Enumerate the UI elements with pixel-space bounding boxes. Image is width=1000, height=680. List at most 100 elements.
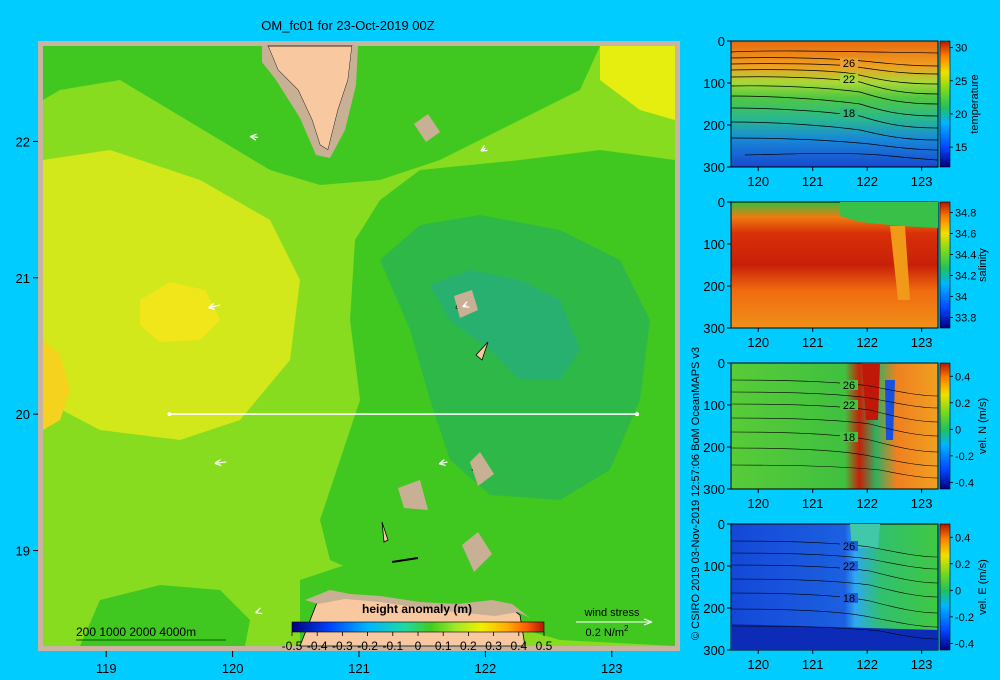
panel-y-tick-label: 0 bbox=[718, 517, 725, 532]
shelf-island-4 bbox=[398, 480, 428, 510]
panel-colorbar-tick-label: 33.8 bbox=[955, 313, 976, 325]
map-y-tick-label: 19 bbox=[16, 544, 30, 559]
colorbar-label: height anomaly (m) bbox=[362, 602, 472, 616]
wind-vector bbox=[214, 459, 227, 467]
panel-x-tick-label: 121 bbox=[802, 174, 824, 189]
colorbar-tick-label: -0.4 bbox=[307, 639, 328, 653]
vel-n-contour-3 bbox=[730, 403, 939, 423]
temperature-contour-11 bbox=[744, 153, 939, 161]
field-contour-northeast bbox=[600, 46, 675, 120]
panel-y-tick-label: 100 bbox=[703, 559, 725, 574]
vel-n-contour-5 bbox=[730, 431, 939, 453]
panel-colorbar-tick-label: 0.4 bbox=[955, 532, 970, 544]
vel-e-colorbar bbox=[939, 523, 951, 651]
panel-colorbar-tick-label: 34.4 bbox=[955, 250, 976, 262]
vel-e-contours bbox=[730, 540, 939, 640]
wind-vector bbox=[249, 133, 258, 141]
salinity-colorbar-label: salinity bbox=[977, 248, 989, 282]
panel-x-tick-label: 120 bbox=[747, 657, 769, 672]
vel-e-contour-7 bbox=[730, 625, 939, 640]
vel-e-colorbar-label: vel. E (m/s) bbox=[977, 559, 989, 615]
temperature-contour-6 bbox=[730, 85, 939, 105]
vel-e-contour-5 bbox=[730, 592, 939, 614]
panel-colorbar-tick-label: 0.2 bbox=[955, 559, 970, 571]
salinity-surface-band bbox=[840, 202, 938, 228]
vel-n-colorbar-label: vel. N (m/s) bbox=[977, 398, 989, 454]
map-y-tick-label: 22 bbox=[16, 134, 30, 149]
colorbar-tick-label: -0.1 bbox=[382, 639, 403, 653]
vel-n-contour-label-22-bg bbox=[840, 400, 858, 410]
wind-vector bbox=[255, 607, 263, 615]
field-contour-west-edge bbox=[43, 340, 70, 430]
panel-y-tick-label: 100 bbox=[703, 76, 725, 91]
colorbar-tick-label: 0.5 bbox=[536, 639, 553, 653]
vel-n-contour-1 bbox=[730, 379, 939, 397]
panel-y-tick-label: 200 bbox=[703, 601, 725, 616]
wind-stress-label: wind stress bbox=[583, 607, 640, 619]
panel-y-tick-label: 100 bbox=[703, 237, 725, 252]
vel-e-contour-label-18: 18 bbox=[843, 593, 855, 605]
panel-colorbar-tick-label: 0.2 bbox=[955, 398, 970, 410]
temperature-contour-9 bbox=[730, 121, 939, 141]
temperature-field bbox=[730, 40, 939, 168]
panel-y-tick-label: 200 bbox=[703, 118, 725, 133]
vel-e-contour-3 bbox=[730, 564, 939, 584]
vel-n-contour-label-18: 18 bbox=[843, 432, 855, 444]
temperature-contour-7 bbox=[730, 95, 939, 117]
map-x-tick-label: 122 bbox=[475, 661, 497, 676]
panel-x-tick-label: 121 bbox=[802, 657, 824, 672]
panel-y-tick-label: 0 bbox=[718, 34, 725, 49]
panel-y-tick-label: 200 bbox=[703, 279, 725, 294]
panel-x-tick-label: 122 bbox=[856, 174, 878, 189]
vel-e-contour-6 bbox=[730, 608, 939, 628]
vel-e-contour-label-22: 22 bbox=[843, 561, 855, 573]
panel-colorbar-tick-label: 34.8 bbox=[955, 208, 976, 220]
vel-n-blue-core bbox=[885, 380, 895, 440]
panel-y-tick-label: 300 bbox=[703, 321, 725, 336]
section-panel-axes: 120 121 122 123 0 100 200 300 30 25 20 15 120 121 122 1… bbox=[703, 34, 976, 672]
vel-e-contour-4 bbox=[730, 578, 939, 598]
colorbar-tick-label: 0.1 bbox=[435, 639, 452, 653]
shelf-luzon bbox=[305, 590, 530, 618]
temperature-colorbar bbox=[939, 40, 951, 168]
salinity-orange-plume bbox=[890, 226, 910, 300]
colorbar-tick-label: -0.3 bbox=[332, 639, 353, 653]
panel-y-tick-label: 100 bbox=[703, 398, 725, 413]
bathymetry-shading bbox=[262, 46, 530, 618]
vel-n-contour-2 bbox=[730, 391, 939, 409]
vel-n-contour-7 bbox=[730, 464, 939, 479]
vel-n-red-jet bbox=[862, 363, 880, 420]
panel-y-tick-label: 0 bbox=[718, 195, 725, 210]
field-contour-west-max bbox=[140, 282, 220, 342]
vel-e-contour-label-18-bg bbox=[840, 593, 858, 603]
map-x-axis: 119 120 121 122 123 bbox=[96, 651, 623, 676]
temperature-contour-label-18: 18 bbox=[843, 108, 855, 120]
field-contour-southwest bbox=[80, 585, 250, 646]
panel-x-tick-label: 123 bbox=[911, 174, 933, 189]
wind-vector bbox=[480, 144, 488, 152]
temperature-panel: 26 22 18 temperature bbox=[730, 40, 981, 168]
panel-x-tick-label: 122 bbox=[856, 657, 878, 672]
temperature-contour-label-26-bg bbox=[840, 58, 858, 68]
panel-x-tick-label: 123 bbox=[911, 657, 933, 672]
vel-n-panel: 26 22 18 vel. N (m/s) bbox=[730, 362, 989, 490]
colorbar-tick-label: 0 bbox=[415, 639, 422, 653]
shelf-island-2 bbox=[454, 290, 478, 318]
temperature-contour-1 bbox=[730, 50, 939, 54]
vel-e-contour-label-22-bg bbox=[840, 561, 858, 571]
panel-colorbar-tick-label: 34.6 bbox=[955, 229, 976, 241]
vel-e-dark-band bbox=[731, 624, 938, 650]
vel-n-field bbox=[730, 362, 939, 490]
map-x-tick-label: 120 bbox=[222, 661, 244, 676]
panel-colorbar-tick-label: -0.4 bbox=[955, 477, 974, 489]
wind-stress-exponent: 2 bbox=[624, 624, 629, 633]
panel-y-tick-label: 200 bbox=[703, 440, 725, 455]
section-start-marker bbox=[167, 412, 172, 417]
salinity-colorbar bbox=[939, 201, 951, 329]
temperature-contour-label-26: 26 bbox=[843, 58, 855, 70]
map-y-tick-label: 20 bbox=[16, 407, 30, 422]
section-end-marker bbox=[635, 412, 640, 417]
map-x-tick-label: 121 bbox=[348, 661, 370, 676]
panel-colorbar-tick-label: 20 bbox=[955, 109, 967, 121]
shelf-island-3 bbox=[470, 452, 494, 486]
